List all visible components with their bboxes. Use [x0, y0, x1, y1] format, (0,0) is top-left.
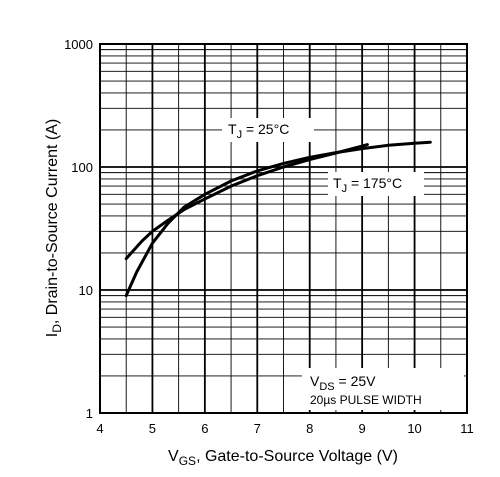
x-tick-label: 5 [149, 421, 156, 436]
x-tick-label: 6 [201, 421, 208, 436]
grid-lines [100, 44, 467, 413]
series-label-175c: TJ = 175°C [333, 175, 402, 195]
series-label-bg-175c [328, 172, 424, 196]
annotation-pulse-width: 20µs PULSE WIDTH [310, 393, 422, 407]
x-tick-label: 8 [306, 421, 313, 436]
y-tick-label: 1000 [64, 37, 93, 52]
series-line-1 [124, 140, 432, 298]
annotation-box [302, 368, 464, 410]
annotation-vds: VDS = 25V [310, 373, 376, 393]
y-tick-label: 10 [79, 283, 93, 298]
x-axis-title: VGS, Gate-to-Source Voltage (V) [168, 448, 398, 468]
plot-frame [99, 43, 468, 414]
y-tick-label: 1 [86, 406, 93, 421]
x-tick-label: 9 [359, 421, 366, 436]
series-label-bg-25c [222, 118, 314, 142]
x-tick-label: 4 [96, 421, 103, 436]
x-tick-label: 10 [407, 421, 421, 436]
series-label-25c: TJ = 25°C [228, 121, 289, 141]
y-axis-title: ID, Drain-to-Source Current (A) [44, 119, 64, 338]
x-tick-label: 11 [460, 421, 474, 436]
y-tick-label: 100 [71, 160, 93, 175]
series-lines [124, 140, 432, 298]
x-tick-label: 7 [254, 421, 261, 436]
